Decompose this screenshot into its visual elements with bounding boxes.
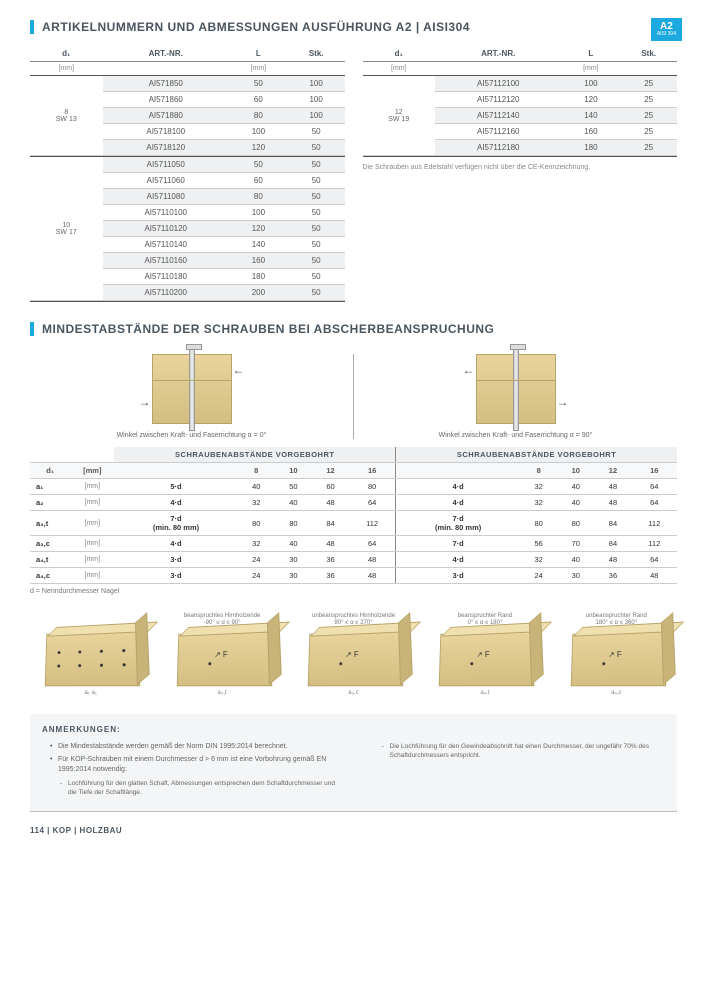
distance-table: SCHRAUBENABSTÄNDE VORGEBOHRT SCHRAUBENAB… xyxy=(30,447,677,584)
small-diagram: beanspruchter Rand 0° ≤ α ≤ 180°↗ Fa₄,t xyxy=(424,613,545,696)
table-row: 12 SW 19AI5711210010025 xyxy=(363,76,678,92)
article-tables: d₁ ART.-NR. L Stk. [mm] [mm] 8 SW 13AI57… xyxy=(30,46,677,302)
page-footer: 114 | KOP | HOLZBAU xyxy=(30,826,677,835)
table-row: 10 SW 17AI57110505050 xyxy=(30,157,345,173)
small-diagram: a₁ a₁ xyxy=(30,613,151,696)
section1-heading: ARTIKELNUMMERN UND ABMESSUNGEN AUSFÜHRUN… xyxy=(42,20,470,34)
angle-diagrams: ← → Winkel zwischen Kraft- und Faserrich… xyxy=(30,354,677,439)
small-diagram: beanspruchtes Hirnholzende -90° ≤ α ≤ 90… xyxy=(161,613,282,696)
title-bar xyxy=(30,20,34,34)
ce-note: Die Schrauben aus Edelstahl verfügen nic… xyxy=(363,163,678,172)
wood-diagram-90deg: ← → xyxy=(476,354,556,424)
section1-title: ARTIKELNUMMERN UND ABMESSUNGEN AUSFÜHRUN… xyxy=(30,20,677,34)
small-diagram: unbeanspruchtes Hirnholzende 90° ≤ α ≤ 2… xyxy=(293,613,414,696)
table-row: 8 SW 13AI57185050100 xyxy=(30,76,345,92)
screw-icon xyxy=(189,347,195,431)
section2-title: MINDESTABSTÄNDE DER SCHRAUBEN BEI ABSCHE… xyxy=(30,322,677,336)
table-row: a₄,t[mm]3·d243036484·d32404864 xyxy=(30,552,677,568)
table-row: a₄,c[mm]3·d243036483·d24303648 xyxy=(30,568,677,584)
article-table-right: d₁ ART.-NR. L Stk. [mm] [mm] 12 SW 19AI5… xyxy=(363,46,678,157)
table-row: a₂[mm]4·d324048644·d32404864 xyxy=(30,495,677,511)
table-row: a₃,c[mm]4·d324048647·d567084112 xyxy=(30,536,677,552)
article-table-left: d₁ ART.-NR. L Stk. [mm] [mm] 8 SW 13AI57… xyxy=(30,46,345,302)
screw-icon xyxy=(513,347,519,431)
small-diagrams-row: a₁ a₁beanspruchtes Hirnholzende -90° ≤ α… xyxy=(30,613,677,696)
small-diagram: unbeanspruchter Rand 180° ≤ α ≤ 360°↗ Fa… xyxy=(556,613,677,696)
notes-title: ANMERKUNGEN: xyxy=(42,724,665,735)
section2-heading: MINDESTABSTÄNDE DER SCHRAUBEN BEI ABSCHE… xyxy=(42,322,494,336)
title-bar xyxy=(30,322,34,336)
wood-diagram-0deg: ← → xyxy=(152,354,232,424)
dist-footnote: d = Nenndurchmesser Nagel xyxy=(30,588,677,595)
table-row: a₁[mm]5·d405060804·d32404864 xyxy=(30,479,677,495)
table-row: a₃,t[mm]7·d (min. 80 mm)8080841127·d (mi… xyxy=(30,511,677,536)
notes-box: ANMERKUNGEN: Die Mindestabstände werden … xyxy=(30,714,677,811)
a2-badge: A2 AISI 304 xyxy=(651,18,682,41)
